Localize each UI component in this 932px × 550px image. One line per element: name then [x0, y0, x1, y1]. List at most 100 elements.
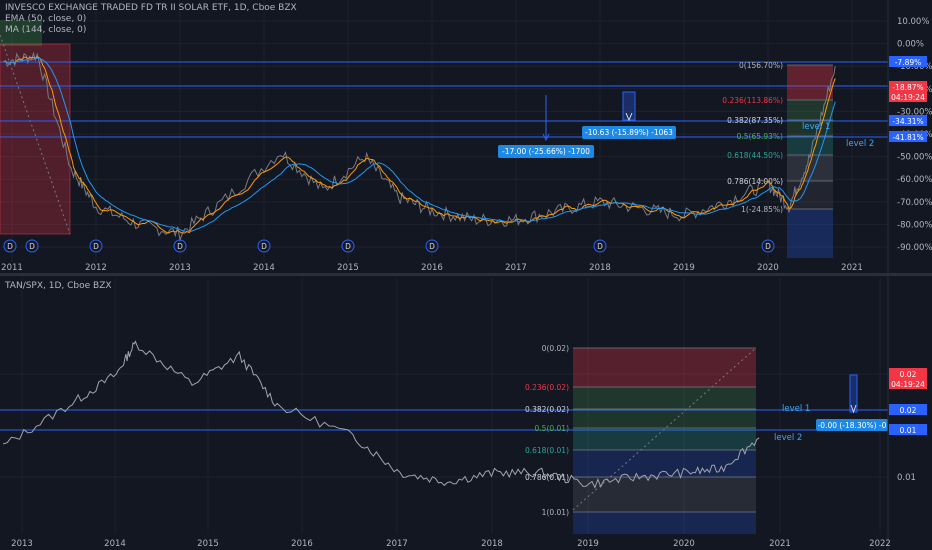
- bottom-fib-label: 0.236(0.02): [525, 383, 569, 392]
- bottom-grid: [0, 278, 888, 534]
- top-fib-band: [787, 155, 833, 181]
- bottom-callout: -0.00 (-18.30%) -0: [818, 421, 887, 430]
- top-drawdown-box: [0, 43, 71, 235]
- top-legend-title[interactable]: INVESCO EXCHANGE TRADED FD TR II SOLAR E…: [5, 3, 297, 13]
- bottom-fib-band: [573, 387, 756, 409]
- dividend-marker-label: D: [429, 242, 435, 251]
- top-price-tag: -41.81%: [892, 133, 923, 142]
- top-fib-label: 0.382(87.35%): [727, 116, 783, 125]
- bottom-fib-band: [573, 409, 756, 428]
- bottom-x-tick: 2015: [197, 539, 219, 549]
- bottom-price-tag: 0.02: [900, 406, 917, 415]
- bottom-fib-band: [573, 348, 756, 387]
- top-arrow-2: [622, 91, 636, 121]
- top-price-line: [3, 51, 836, 243]
- top-price-tag-bg: [889, 91, 927, 102]
- bottom-price-tag-bg: [889, 368, 927, 379]
- bottom-level-2: level 2: [774, 433, 802, 443]
- dividend-marker-label: D: [29, 242, 35, 251]
- bottom-annotations[interactable]: -0.00 (-18.30%) -0 level 1 level 2: [774, 374, 888, 443]
- top-fib-retracement[interactable]: 0(156.70%) 0.236(113.86%) 0.382(87.35%) 0.5…: [0, 20, 888, 258]
- top-ema-line: [3, 56, 836, 234]
- top-y-tick: -50.00%: [897, 153, 932, 163]
- dividend-marker: [593, 239, 607, 253]
- dividend-marker-label: D: [93, 242, 99, 251]
- top-grid: [0, 0, 888, 262]
- top-y-tick: -60.00%: [897, 175, 932, 185]
- bottom-price-tag-bg: [889, 424, 927, 435]
- top-level-2: level 2: [846, 139, 874, 149]
- bottom-price-tag: 04:19:24: [891, 380, 925, 389]
- dividend-marker: [341, 239, 355, 253]
- top-x-tick: 2014: [253, 263, 275, 273]
- top-annotations[interactable]: D D D D D D D D D -17.00 (-25.66%) -1700 -10.63 (-…: [3, 91, 874, 253]
- bottom-legend-title[interactable]: TAN/SPX, 1D, Cboe BZX: [5, 281, 112, 291]
- bottom-fib-label: 0.382(0.02): [525, 405, 569, 414]
- top-callout-2-bg: [582, 126, 676, 139]
- top-fib-label: 0.236(113.86%): [722, 96, 783, 105]
- top-x-tick: 2021: [841, 263, 863, 273]
- bottom-legend: TAN/SPX, 1D, Cboe BZX: [5, 281, 112, 292]
- top-legend-ma[interactable]: MA (144, close, 0): [5, 25, 87, 35]
- bottom-y-tick: 0.01: [897, 473, 916, 483]
- bottom-fib-label: 0.5(0.01): [535, 424, 570, 433]
- top-trend-dash: [0, 34, 71, 235]
- top-y-tick: -70.00%: [897, 198, 932, 208]
- dividend-marker-label: D: [765, 242, 771, 251]
- top-legend: INVESCO EXCHANGE TRADED FD TR II SOLAR E…: [5, 3, 297, 36]
- dividend-marker-label: D: [597, 242, 603, 251]
- dividend-marker-label: D: [261, 242, 267, 251]
- bottom-price-tag: 0.01: [900, 426, 917, 435]
- top-y-tick: -10.00%: [897, 62, 932, 72]
- dividend-marker: [425, 239, 439, 253]
- top-x-tick: 2020: [757, 263, 779, 273]
- top-y-tick: -30.00%: [897, 107, 932, 117]
- bottom-x-tick: 2018: [481, 539, 503, 549]
- top-callout-1: -17.00 (-25.66%) -1700: [502, 147, 590, 156]
- bottom-fib-label: 0.618(0.01): [525, 446, 569, 455]
- dividend-marker: [3, 239, 17, 253]
- top-arrow-1-head: [542, 133, 550, 142]
- top-price-tag-bg: [889, 115, 927, 126]
- bottom-price-tag: 0.02: [900, 370, 917, 379]
- top-price-tag-bg: [889, 56, 927, 67]
- bottom-fib-band: [573, 450, 756, 477]
- bottom-callout-bg: [816, 419, 888, 431]
- dividend-marker: [89, 239, 103, 253]
- top-fib-band: [787, 65, 833, 100]
- dividend-marker-label: D: [345, 242, 351, 251]
- bottom-price-tag-bg: [889, 404, 927, 415]
- panel-separator: [0, 273, 932, 276]
- top-x-tick: 2017: [505, 263, 527, 273]
- top-legend-ema[interactable]: EMA (50, close, 0): [5, 14, 87, 24]
- top-fib-band: [787, 100, 833, 120]
- top-price-tag-bg: [889, 81, 927, 92]
- dividend-marker: [173, 239, 187, 253]
- top-price-tag: -18.87%: [892, 83, 923, 92]
- bottom-x-tick: 2013: [11, 539, 33, 549]
- bottom-fib-retracement[interactable]: 0(0.02) 0.236(0.02) 0.382(0.02) 0.5(0.01) 0.…: [0, 344, 888, 534]
- top-callout-1-bg: [498, 145, 594, 158]
- bottom-fib-label: 1(0.01): [542, 508, 569, 517]
- top-fib-label: 1(-24.85%): [741, 205, 783, 214]
- top-x-tick: 2012: [85, 263, 107, 273]
- top-y-tick: -80.00%: [897, 220, 932, 230]
- dividend-marker-label: D: [177, 242, 183, 251]
- bottom-fib-band: [573, 428, 756, 450]
- top-x-tick: 2019: [673, 263, 695, 273]
- top-fib-band: [787, 209, 833, 258]
- bottom-x-tick: 2016: [291, 539, 313, 549]
- top-y-tick: -90.00%: [897, 243, 932, 253]
- top-fib-band: [787, 181, 833, 209]
- bottom-x-tick: 2021: [769, 539, 791, 549]
- top-x-tick: 2015: [337, 263, 359, 273]
- bottom-level-1: level 1: [782, 404, 810, 414]
- top-level-1: level 1: [802, 122, 830, 132]
- top-y-tick: 0.00%: [897, 40, 924, 50]
- bottom-arrow-head: [850, 404, 857, 414]
- bottom-fib-band: [573, 512, 756, 534]
- top-rally-box: [0, 20, 42, 46]
- top-y-tick: 10.00%: [897, 17, 929, 27]
